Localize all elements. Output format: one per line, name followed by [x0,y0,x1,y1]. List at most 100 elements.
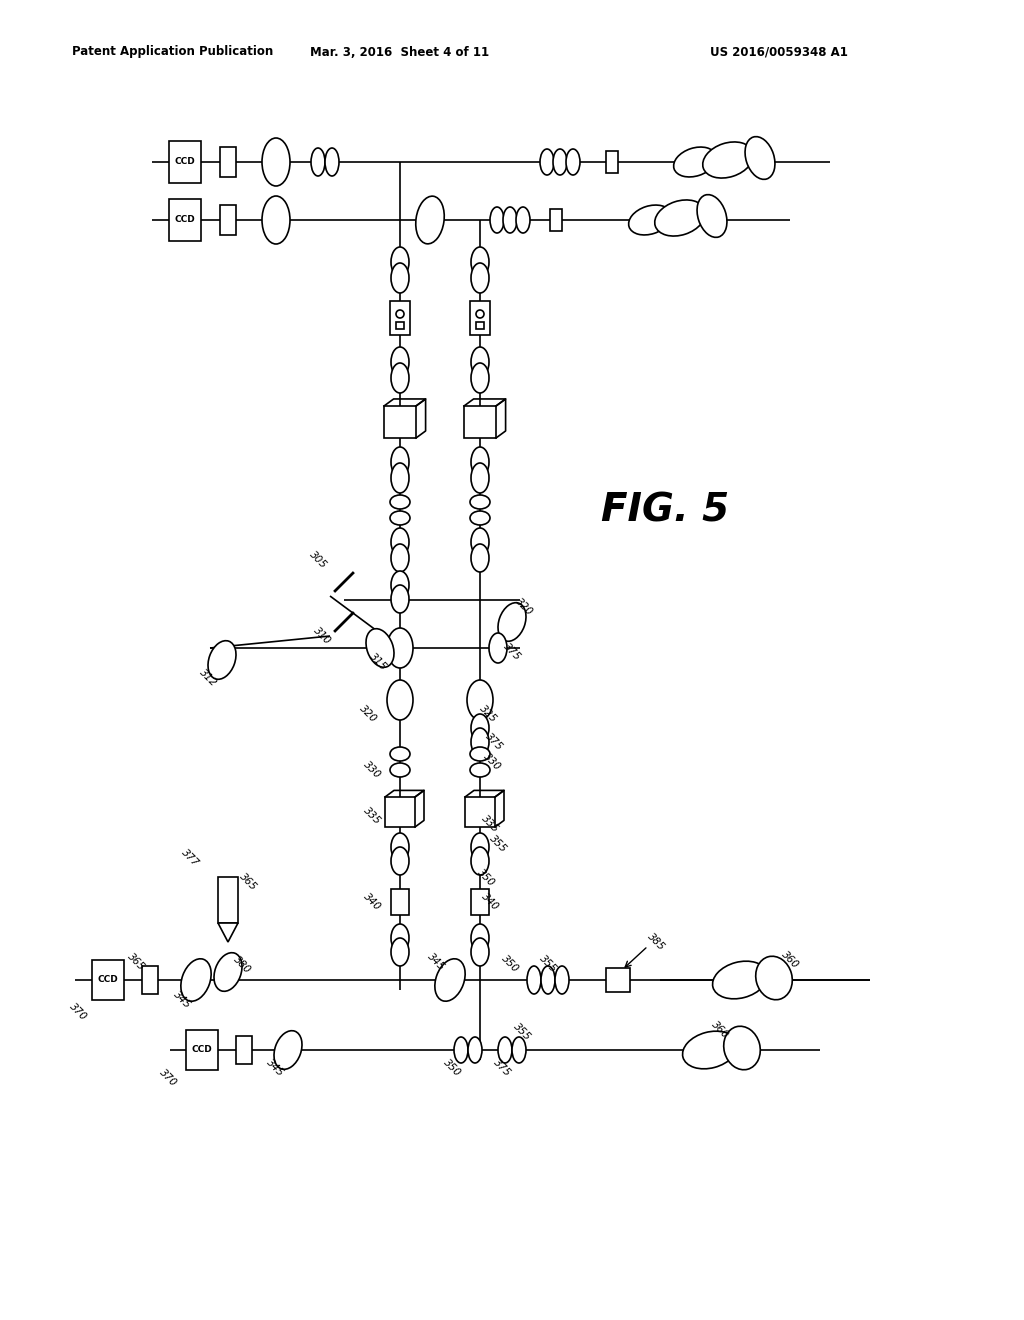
Ellipse shape [391,263,409,293]
Text: 360: 360 [779,949,801,970]
Ellipse shape [387,680,413,719]
Ellipse shape [208,640,236,680]
Ellipse shape [391,585,409,612]
Ellipse shape [471,363,489,393]
Ellipse shape [391,363,409,393]
Text: 370: 370 [158,1068,178,1089]
Text: 355: 355 [511,1022,532,1043]
Text: CCD: CCD [175,215,196,224]
Bar [465,797,495,828]
Ellipse shape [555,966,569,994]
Bar [384,407,416,438]
Text: 350: 350 [441,1057,463,1078]
Ellipse shape [391,463,409,492]
Ellipse shape [516,207,530,234]
Ellipse shape [489,634,507,663]
Text: 385: 385 [645,932,667,953]
Text: 330: 330 [481,751,503,772]
Ellipse shape [713,961,767,999]
Ellipse shape [390,495,410,510]
Bar [169,199,201,242]
Text: 340: 340 [361,891,383,912]
Ellipse shape [471,263,489,293]
Text: FIG. 5: FIG. 5 [601,491,729,529]
Text: US 2016/0059348 A1: US 2016/0059348 A1 [710,45,848,58]
Text: 375: 375 [483,731,505,752]
Ellipse shape [702,143,754,178]
Ellipse shape [416,197,444,244]
Text: 380: 380 [231,954,253,975]
Ellipse shape [540,149,554,176]
Ellipse shape [629,205,672,235]
Ellipse shape [391,572,409,599]
Ellipse shape [697,194,727,238]
Ellipse shape [311,148,325,176]
Ellipse shape [391,528,409,556]
Text: 355: 355 [538,953,558,974]
Text: 315: 315 [368,652,388,673]
Text: 375: 375 [502,642,522,663]
Ellipse shape [470,763,490,777]
Ellipse shape [391,347,409,378]
Ellipse shape [471,463,489,492]
Bar [385,797,415,828]
Text: 305: 305 [307,549,329,570]
Ellipse shape [471,247,489,277]
Bar [606,968,630,993]
Text: 330: 330 [361,759,383,780]
Ellipse shape [467,680,493,719]
Ellipse shape [262,195,290,244]
Ellipse shape [553,149,567,176]
Bar [236,1036,252,1064]
Ellipse shape [390,511,410,525]
Ellipse shape [390,763,410,777]
Text: 320: 320 [513,597,535,618]
Text: 312: 312 [198,668,218,689]
Bar [390,301,410,335]
Bar [218,876,238,923]
Text: 345: 345 [171,990,193,1011]
Ellipse shape [181,958,211,1002]
Bar [476,322,484,329]
Bar [220,205,236,235]
Ellipse shape [274,1031,302,1069]
Text: 320: 320 [357,704,379,725]
Ellipse shape [387,628,413,668]
Text: 360: 360 [710,1019,730,1040]
Ellipse shape [471,528,489,556]
Text: 370: 370 [68,1002,88,1023]
Ellipse shape [683,1031,737,1069]
Bar [606,150,618,173]
Ellipse shape [391,847,409,875]
Text: 377: 377 [179,847,201,869]
Text: Patent Application Publication: Patent Application Publication [72,45,273,58]
Ellipse shape [527,966,541,994]
Ellipse shape [391,447,409,477]
Ellipse shape [470,495,490,510]
Ellipse shape [391,833,409,861]
Ellipse shape [454,1038,468,1063]
Ellipse shape [391,924,409,952]
Ellipse shape [471,347,489,378]
Text: Mar. 3, 2016  Sheet 4 of 11: Mar. 3, 2016 Sheet 4 of 11 [310,45,489,58]
Text: CCD: CCD [97,975,119,985]
Bar [169,141,201,183]
Ellipse shape [396,310,404,318]
Ellipse shape [724,1026,760,1069]
Ellipse shape [390,747,410,762]
Bar [391,888,409,915]
Ellipse shape [435,958,465,1002]
Text: 340: 340 [479,891,501,912]
Ellipse shape [471,847,489,875]
Bar [220,147,236,177]
Ellipse shape [512,1038,526,1063]
Bar [186,1030,218,1071]
Ellipse shape [470,747,490,762]
Bar [464,407,496,438]
Ellipse shape [468,1038,482,1063]
Ellipse shape [654,199,706,236]
Text: 365: 365 [238,871,259,892]
Ellipse shape [391,939,409,966]
Text: 345: 345 [264,1057,286,1078]
Bar [92,960,124,1001]
